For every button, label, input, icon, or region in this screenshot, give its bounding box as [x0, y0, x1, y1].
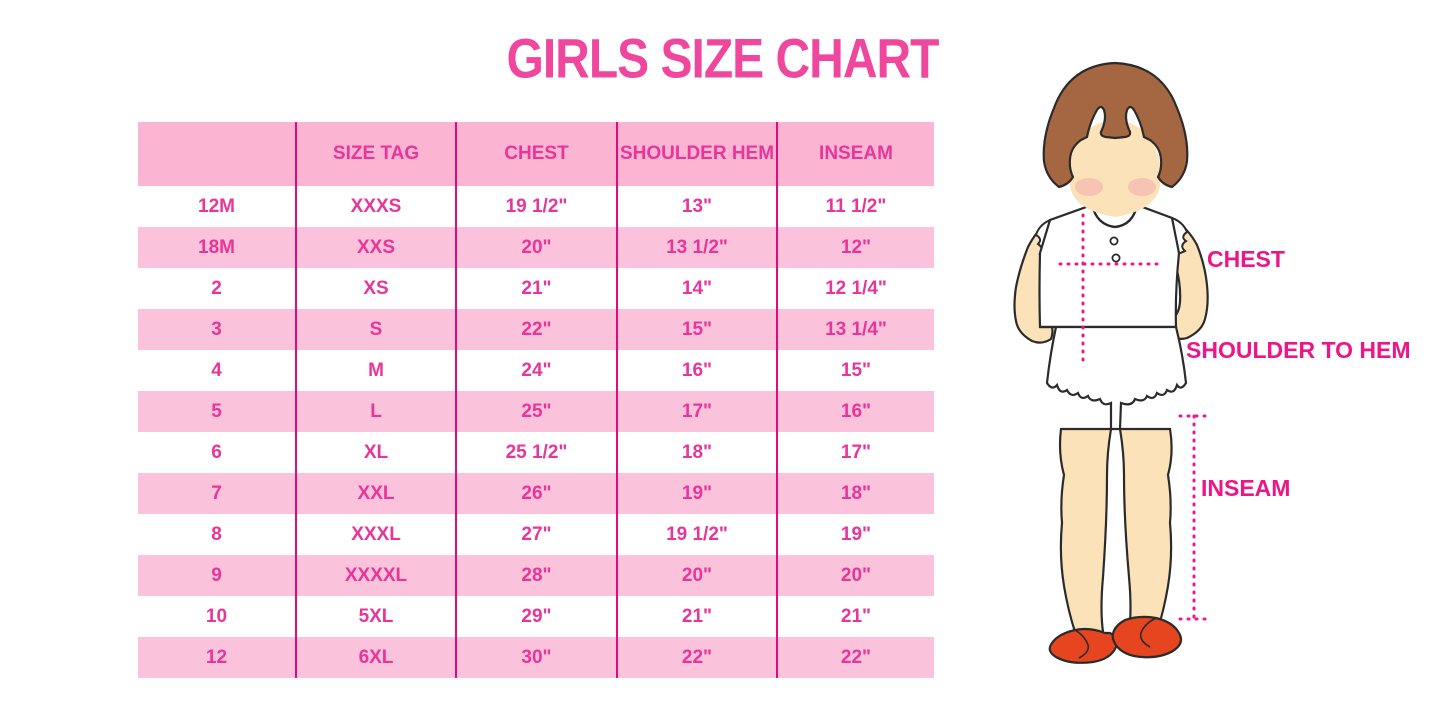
svg-text:INSEAM: INSEAM	[1201, 475, 1290, 501]
svg-text:CHEST: CHEST	[1207, 246, 1285, 272]
svg-text:SHOULDER TO HEM: SHOULDER TO HEM	[1186, 337, 1410, 363]
